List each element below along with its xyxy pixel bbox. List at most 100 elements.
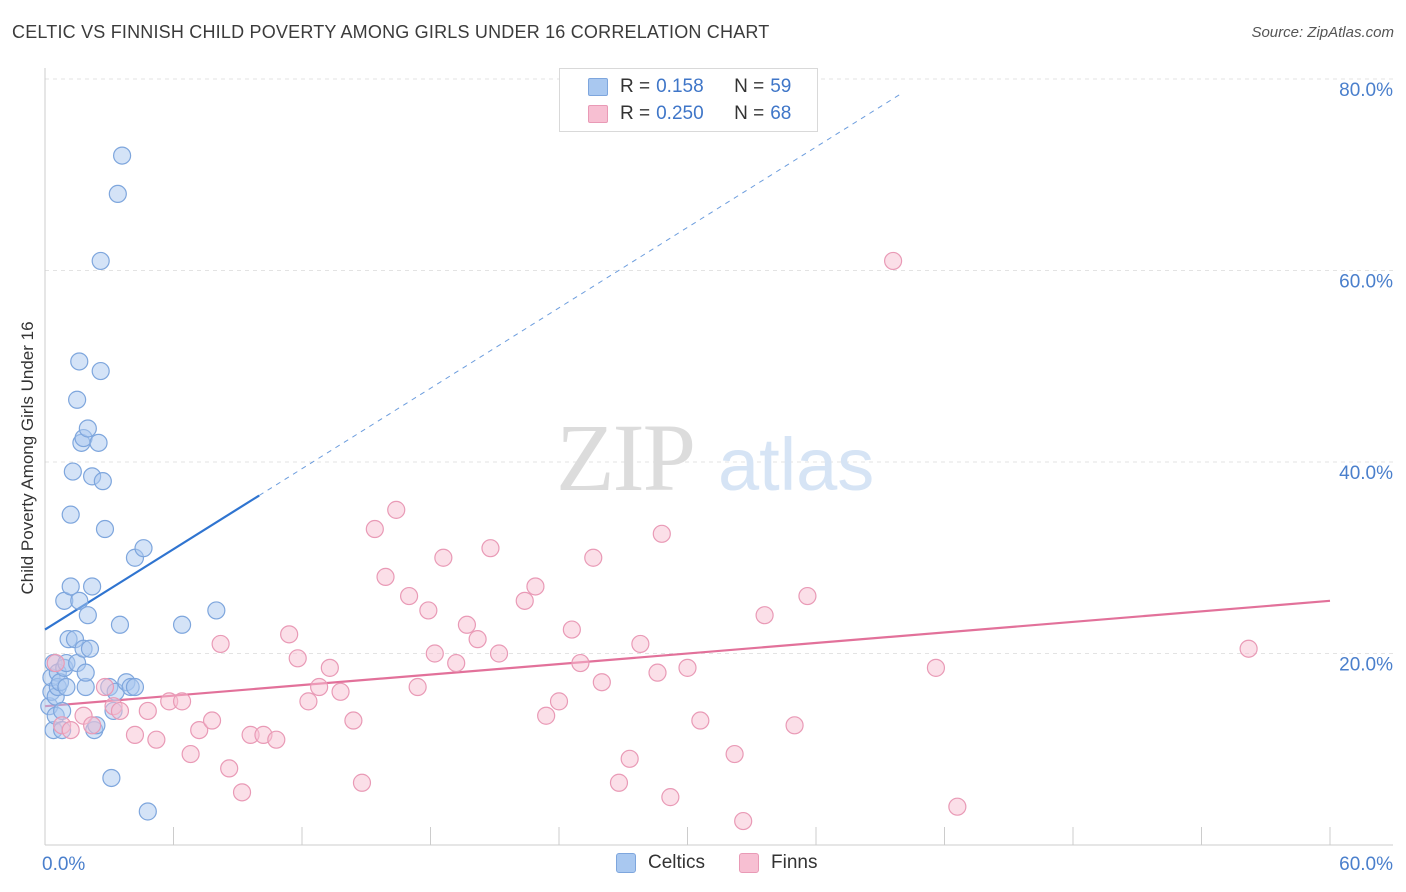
data-point-finns: [562, 620, 581, 639]
data-point-finns: [387, 500, 406, 519]
watermark-atlas: atlas: [718, 423, 874, 506]
data-point-finns: [232, 783, 252, 802]
data-point-celtics: [95, 519, 115, 539]
watermark-zip: ZIP: [556, 404, 694, 511]
tick-labels: 20.0% 40.0% 60.0% 80.0% 0.0% 60.0%: [42, 80, 1393, 875]
data-point-finns: [46, 653, 65, 673]
data-point-finns: [631, 634, 650, 654]
data-point-finns: [320, 658, 339, 677]
data-point-finns: [280, 625, 299, 644]
data-point-finns: [147, 730, 166, 749]
trend-line-finns: [44, 599, 1331, 708]
legend-item-finns[interactable]: Finns: [739, 852, 817, 874]
legend-label-finns: Finns: [771, 852, 818, 873]
data-point-finns: [526, 577, 545, 596]
axes: [44, 68, 1393, 846]
legend-row-finns: R = 0.250 N = 68: [588, 102, 791, 126]
data-point-finns: [515, 591, 534, 610]
data-point-finns: [211, 634, 230, 654]
data-point-celtics: [110, 615, 130, 634]
watermark: ZIP atlas: [556, 404, 874, 511]
legend-n-label: N =: [734, 76, 765, 97]
data-point-finns: [1239, 639, 1258, 658]
data-point-celtics: [57, 677, 76, 697]
data-point-finns: [948, 797, 967, 816]
data-point-celtics: [207, 601, 226, 620]
y-tick-label: 20.0%: [1339, 655, 1393, 676]
legend-row-celtics: R = 0.158 N = 59: [588, 75, 791, 99]
series-legend: Celtics Finns: [616, 852, 851, 874]
legend-label-celtics: Celtics: [648, 852, 706, 873]
trend-extension-celtics: [258, 92, 902, 496]
data-point-finns: [190, 720, 209, 740]
data-point-finns: [288, 649, 307, 668]
legend-n-value: 68: [770, 103, 792, 124]
legend-swatch-finns: [739, 853, 760, 873]
data-point-finns: [652, 524, 671, 543]
data-point-finns: [310, 677, 329, 697]
y-tick-label: 80.0%: [1339, 80, 1393, 101]
y-axis-label: Child Poverty Among Girls Under 16: [18, 321, 37, 595]
data-point-celtics: [172, 615, 192, 634]
legend-n-value: 59: [770, 76, 792, 97]
data-point-celtics: [76, 663, 95, 682]
data-point-finns: [202, 711, 222, 730]
legend-item-celtics[interactable]: Celtics: [616, 852, 705, 874]
legend-n-label: N =: [734, 103, 765, 124]
data-point-celtics: [78, 606, 97, 625]
data-point-finns: [678, 658, 697, 677]
data-point-finns: [434, 548, 453, 567]
data-point-finns: [734, 811, 753, 831]
source-label: Source: ZipAtlas.com: [1251, 24, 1394, 41]
data-point-finns: [648, 663, 667, 682]
legend-r-label: R =: [620, 76, 651, 97]
data-point-finns: [344, 711, 363, 730]
data-point-finns: [447, 653, 466, 673]
data-point-celtics: [134, 539, 153, 558]
data-point-finns: [95, 677, 115, 697]
legend-r-label: R =: [620, 103, 651, 124]
data-point-finns: [181, 744, 200, 764]
data-point-finns: [220, 759, 239, 778]
legend-swatch-finns: [588, 105, 608, 123]
data-point-celtics: [70, 591, 89, 610]
data-point-finns: [138, 701, 157, 721]
data-point-finns: [571, 653, 590, 673]
data-point-celtics: [125, 677, 145, 697]
data-point-finns: [785, 716, 804, 735]
data-point-finns: [125, 725, 145, 744]
data-point-finns: [549, 692, 569, 711]
data-point-finns: [755, 606, 774, 625]
data-point-celtics: [93, 472, 112, 491]
data-point-finns: [425, 644, 444, 663]
data-point-finns: [110, 701, 130, 721]
data-point-celtics: [63, 462, 82, 481]
data-point-finns: [481, 539, 500, 558]
data-point-finns: [457, 615, 477, 634]
data-point-celtics: [89, 433, 108, 452]
data-point-finns: [365, 519, 384, 539]
x-tick-label: 0.0%: [42, 854, 85, 875]
chart-title: CELTIC VS FINNISH CHILD POVERTY AMONG GI…: [12, 22, 770, 42]
data-point-finns: [584, 548, 603, 567]
gridlines: [45, 78, 1393, 654]
data-point-celtics: [108, 184, 127, 203]
data-point-finns: [331, 682, 350, 701]
data-point-finns: [620, 749, 639, 768]
data-point-finns: [352, 773, 372, 792]
data-point-celtics: [83, 577, 102, 596]
data-point-finns: [172, 692, 192, 711]
stats-legend: R = 0.158 N = 59 R = 0.250 N = 68: [559, 68, 818, 132]
data-point-finns: [267, 730, 286, 749]
data-point-celtics: [91, 361, 110, 381]
data-point-finns: [725, 744, 744, 764]
data-point-celtics: [91, 251, 110, 271]
data-point-finns: [468, 630, 487, 649]
trend-lines: [44, 92, 1331, 708]
data-point-celtics: [61, 505, 80, 524]
data-point-finns: [419, 601, 438, 620]
data-point-finns: [83, 716, 102, 735]
data-point-celtics: [138, 802, 157, 821]
data-point-finns: [61, 720, 80, 740]
